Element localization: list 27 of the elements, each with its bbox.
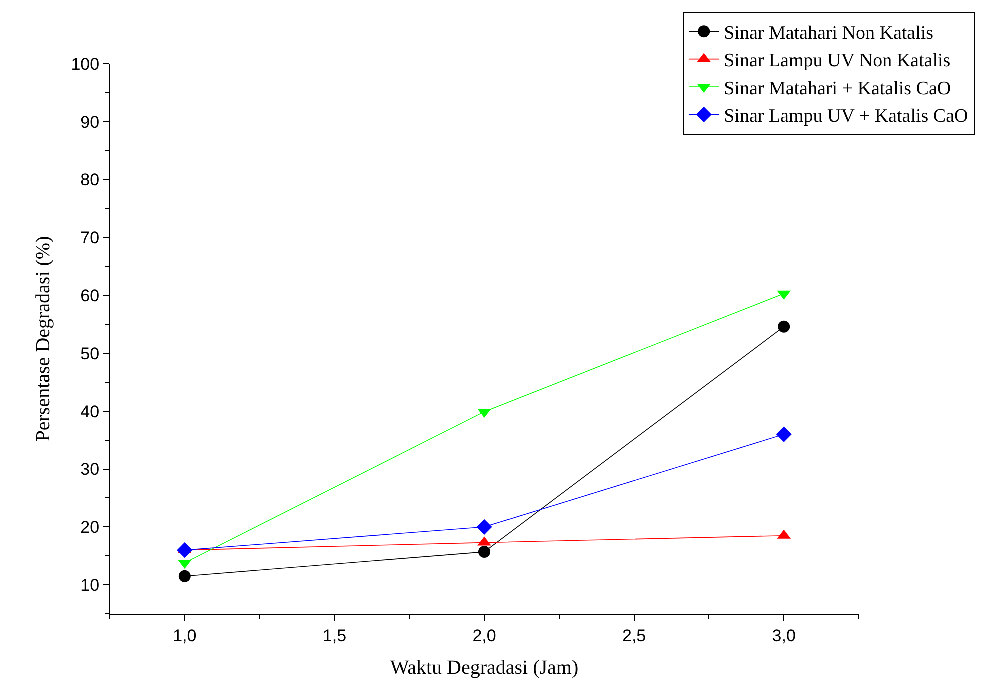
legend-label: Sinar Lampu UV Non Katalis <box>724 50 951 72</box>
y-tick-label: 80 <box>80 170 100 190</box>
legend-label: Sinar Lampu UV + Katalis CaO <box>724 106 968 128</box>
y-axis-title: Persentase Degradasi (%) <box>32 236 55 442</box>
y-tick-label: 20 <box>80 518 100 538</box>
point <box>476 519 492 535</box>
point <box>776 426 792 442</box>
y-tick-label: 100 <box>71 54 100 74</box>
x-tick-label: 2,5 <box>622 626 646 646</box>
y-tick-label: 60 <box>80 286 100 306</box>
x-tick-label: 1,5 <box>322 626 347 646</box>
point <box>178 570 191 582</box>
legend-label: Sinar Matahari + Katalis CaO <box>724 78 952 100</box>
point <box>778 320 790 333</box>
point <box>478 546 490 558</box>
x-tick-label: 3,0 <box>772 626 796 646</box>
y-tick-label: 50 <box>80 344 100 364</box>
y-tick-label: 90 <box>80 112 100 132</box>
point <box>177 542 193 558</box>
y-tick-label: 70 <box>80 228 100 248</box>
y-tick-label: 40 <box>80 402 100 422</box>
x-axis-title: Waktu Degradasi (Jam) <box>390 656 579 679</box>
y-tick-label: 30 <box>80 460 100 480</box>
legend-label: Sinar Matahari Non Katalis <box>724 23 934 44</box>
x-tick-label: 2,0 <box>472 626 496 646</box>
x-tick-label: 1,0 <box>173 626 197 646</box>
y-tick-label: 10 <box>80 576 100 595</box>
